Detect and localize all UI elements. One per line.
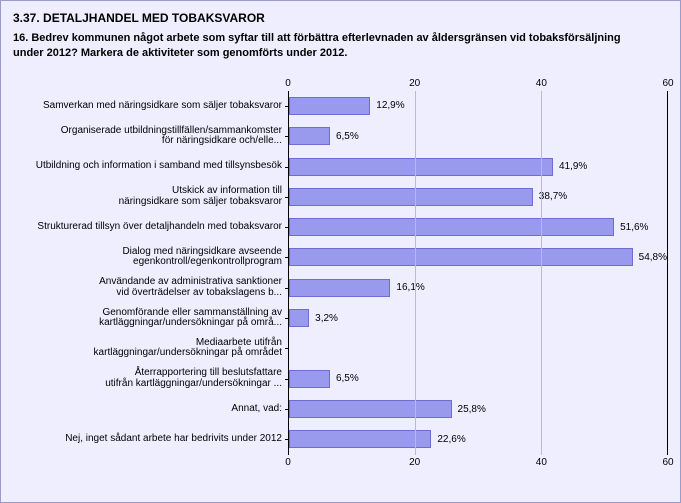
- category-label: Utbildning och information i samband med…: [13, 158, 288, 176]
- bar-value-label: 25,8%: [452, 404, 486, 415]
- x-axis-top: 0204060: [288, 73, 668, 91]
- bar: [289, 370, 330, 388]
- plot-area: 0204060 12,9%6,5%41,9%38,7%51,6%54,8%16,…: [288, 73, 668, 473]
- category-labels: Samverkan med näringsidkare som säljer t…: [13, 91, 288, 455]
- bar: [289, 218, 614, 236]
- bar-row: 41,9%: [289, 158, 667, 176]
- category-label-line: kartläggningar/undersökningar på området: [94, 348, 282, 359]
- bar: [289, 158, 553, 176]
- bars-container: 12,9% 6,5% 41,9% 38,7% 51,6% 54,8% 16,1% 3,2% 6,…: [289, 91, 667, 455]
- grid-line: [415, 91, 416, 455]
- y-tick-mark: [285, 439, 289, 440]
- bar-row: 22,6%: [289, 430, 667, 448]
- bar-row: 6,5%: [289, 370, 667, 388]
- bar-row: 6,5%: [289, 127, 667, 145]
- bar: [289, 127, 330, 145]
- category-labels-column: Samverkan med näringsidkare som säljer t…: [13, 73, 288, 473]
- y-tick-mark: [285, 318, 289, 319]
- y-tick-mark: [285, 227, 289, 228]
- bar-row: [289, 339, 667, 357]
- grid-line: [541, 91, 542, 455]
- axis-tick-label: 0: [285, 457, 291, 468]
- y-tick-mark: [285, 379, 289, 380]
- bar: [289, 430, 431, 448]
- category-label-line: för näringsidkare och/elle...: [162, 136, 282, 147]
- bar-value-label: 16,1%: [390, 282, 424, 293]
- axis-tick-label: 40: [536, 78, 547, 89]
- category-label-line: Utbildning och information i samband med…: [36, 161, 282, 172]
- y-tick-mark: [285, 106, 289, 107]
- category-label: Annat, vad:: [13, 400, 288, 418]
- y-tick-mark: [285, 136, 289, 137]
- chart: Samverkan med näringsidkare som säljer t…: [13, 73, 668, 473]
- category-label-line: näringsidkare som säljer tobaksvaror: [119, 197, 282, 208]
- bar: [289, 97, 370, 115]
- axis-tick-label: 40: [536, 457, 547, 468]
- bar: [289, 279, 390, 297]
- y-tick-mark: [285, 288, 289, 289]
- category-label: Utskick av information tillnäringsidkare…: [13, 188, 288, 206]
- bar: [289, 248, 633, 266]
- category-label: Mediaarbete utifrånkartläggningar/unders…: [13, 339, 288, 357]
- question-text: 16. Bedrev kommunen något arbete som syf…: [13, 31, 653, 61]
- bar-value-label: 41,9%: [553, 161, 587, 172]
- category-label: Användande av administrativa sanktionerv…: [13, 279, 288, 297]
- bar-value-label: 38,7%: [533, 191, 567, 202]
- bar-value-label: 3,2%: [309, 313, 338, 324]
- bar-row: 12,9%: [289, 97, 667, 115]
- bar-row: 54,8%: [289, 248, 667, 266]
- y-tick-mark: [285, 409, 289, 410]
- bar-value-label: 51,6%: [614, 222, 648, 233]
- bar-value-label: 54,8%: [633, 252, 667, 263]
- bar-row: 25,8%: [289, 400, 667, 418]
- category-label: Organiserade utbildningstillfällen/samma…: [13, 127, 288, 145]
- axis-tick-label: 0: [285, 78, 291, 89]
- category-label-line: egenkontroll/egenkontrollprogram: [133, 257, 282, 268]
- bar-value-label: 12,9%: [370, 100, 404, 111]
- axis-tick-label: 20: [409, 78, 420, 89]
- y-tick-mark: [285, 348, 289, 349]
- axis-tick-label: 60: [662, 78, 673, 89]
- category-label-line: kartläggningar/undersökningar på områ...: [99, 318, 282, 329]
- plot-body: 12,9% 6,5% 41,9% 38,7% 51,6% 54,8% 16,1% 3,2% 6,…: [288, 91, 668, 455]
- category-label: Strukturerad tillsyn över detaljhandeln …: [13, 218, 288, 236]
- section-title: 3.37. DETALJHANDEL MED TOBAKSVAROR: [13, 11, 668, 25]
- bar-value-label: 6,5%: [330, 131, 359, 142]
- bar-row: 3,2%: [289, 309, 667, 327]
- bar-value-label: 6,5%: [330, 373, 359, 384]
- category-label: Samverkan med näringsidkare som säljer t…: [13, 97, 288, 115]
- category-label: Genomförande eller sammanställning avkar…: [13, 309, 288, 327]
- category-label-line: vid överträdelser av tobakslagens b...: [116, 288, 282, 299]
- y-tick-mark: [285, 197, 289, 198]
- x-axis-bottom: 0204060: [288, 455, 668, 473]
- axis-tick-label: 60: [662, 457, 673, 468]
- bar-row: 51,6%: [289, 218, 667, 236]
- category-label-line: Nej, inget sådant arbete har bedrivits u…: [65, 434, 282, 445]
- bar-row: 38,7%: [289, 188, 667, 206]
- axis-tick-label: 20: [409, 457, 420, 468]
- category-label: Dialog med näringsidkare avseendeegenkon…: [13, 248, 288, 266]
- category-label-line: Strukturerad tillsyn över detaljhandeln …: [37, 222, 282, 233]
- chart-panel: 3.37. DETALJHANDEL MED TOBAKSVAROR 16. B…: [0, 0, 681, 503]
- category-label: Återrapportering till beslutsfattareutif…: [13, 370, 288, 388]
- bar-value-label: 22,6%: [431, 434, 465, 445]
- bar: [289, 400, 452, 418]
- y-tick-mark: [285, 167, 289, 168]
- y-tick-mark: [285, 257, 289, 258]
- bar-row: 16,1%: [289, 279, 667, 297]
- category-label-line: utifrån kartläggningar/undersökningar ..…: [105, 379, 282, 390]
- bar: [289, 188, 533, 206]
- category-label-line: Samverkan med näringsidkare som säljer t…: [43, 101, 282, 112]
- bar: [289, 309, 309, 327]
- category-label-line: Annat, vad:: [231, 404, 282, 415]
- category-label: Nej, inget sådant arbete har bedrivits u…: [13, 430, 288, 448]
